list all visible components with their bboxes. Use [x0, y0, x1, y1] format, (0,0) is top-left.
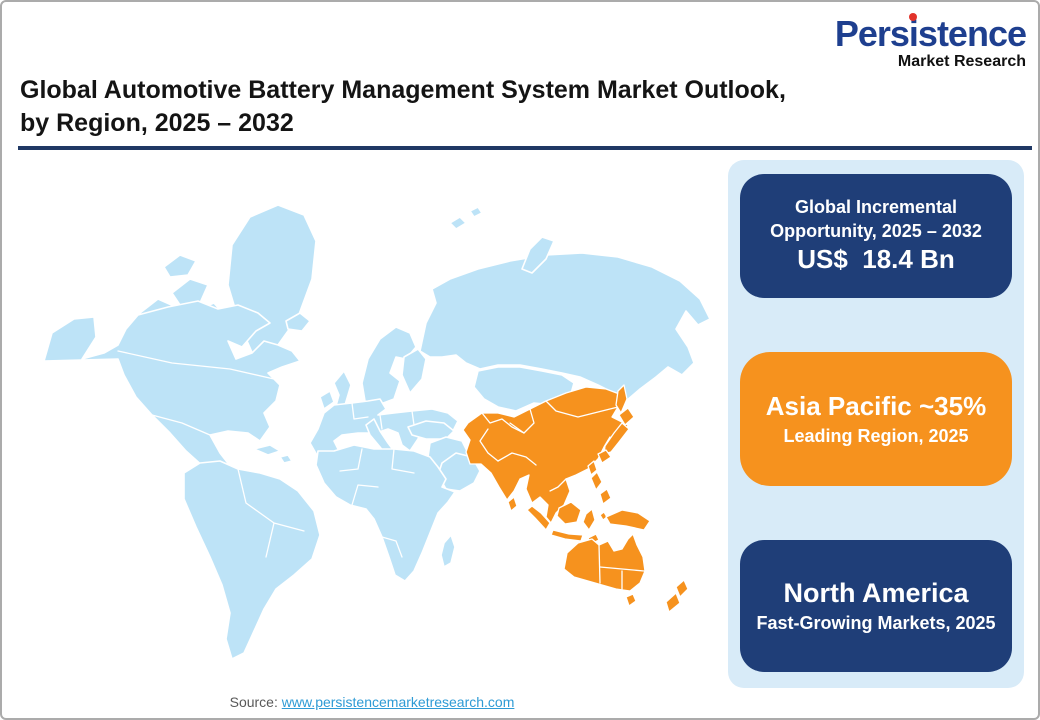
- border-indochina: [549, 478, 567, 492]
- title-line-1: Global Automotive Battery Management Sys…: [20, 76, 786, 104]
- border-africa-2: [391, 448, 415, 474]
- region-java: [550, 529, 584, 542]
- border-africa-1: [339, 448, 363, 472]
- border-us-canada: [117, 350, 275, 380]
- region-ireland: [319, 390, 335, 410]
- region-borneo: [556, 501, 582, 525]
- border-india-north: [497, 452, 537, 466]
- title-underline-rule: [18, 146, 1032, 150]
- card-fast-growing-region: North America Fast-Growing Markets, 2025: [740, 540, 1012, 672]
- border-africa-4: [381, 536, 403, 558]
- region-philippines: [590, 471, 603, 491]
- region-novaya-zemlya: [521, 236, 555, 274]
- border-australia-states-1: [598, 544, 601, 584]
- border-europe-3: [411, 410, 415, 426]
- logo-text-post: stence: [917, 13, 1027, 54]
- region-sulawesi: [582, 508, 596, 531]
- region-svalbard: [449, 216, 467, 230]
- region-japan-kyushu: [597, 449, 612, 464]
- region-australia: [563, 533, 646, 592]
- border-argentina: [265, 522, 275, 558]
- card-global-incremental-opportunity: Global Incremental Opportunity, 2025 – 2…: [740, 174, 1012, 298]
- pmr-logo: Persistence Market Research: [834, 13, 1027, 70]
- region-new-zealand-south: [665, 592, 681, 613]
- border-us-mexico: [151, 414, 211, 436]
- region-cuba: [253, 444, 281, 456]
- region-new-zealand-north: [675, 579, 689, 598]
- region-sakhalin: [615, 384, 628, 414]
- opportunity-value: US$ 18.4 Bn: [797, 244, 955, 275]
- border-china-west: [509, 408, 535, 434]
- region-philippines: [599, 488, 612, 505]
- logo-text-pre: Pers: [834, 13, 910, 54]
- region-finland: [401, 348, 427, 394]
- fast-growing-title: North America: [783, 578, 969, 609]
- leading-region-title: Asia Pacific ~35%: [765, 390, 987, 421]
- opportunity-label-line2: Opportunity, 2025 – 2032: [770, 221, 982, 242]
- border-africa-3: [351, 484, 379, 506]
- region-hispaniola: [279, 454, 293, 464]
- region-madagascar: [440, 534, 456, 568]
- fast-growing-subtitle: Fast-Growing Markets, 2025: [756, 613, 996, 634]
- source-line: Source: www.persistencemarketresearch.co…: [22, 694, 722, 710]
- title-line-2: by Region, 2025 – 2032: [20, 108, 294, 137]
- region-tasmania: [625, 593, 637, 607]
- region-new-guinea: [605, 509, 651, 531]
- source-label: Source:: [229, 694, 278, 710]
- pmr-logo-wordmark: Persistence: [834, 13, 1027, 54]
- region-canadian-arctic-islands: [163, 254, 197, 278]
- logo-red-dot-i: i: [908, 13, 919, 54]
- source-link[interactable]: www.persistencemarketresearch.com: [281, 694, 515, 710]
- region-sri-lanka: [507, 496, 518, 512]
- leading-region-subtitle: Leading Region, 2025: [783, 425, 969, 446]
- region-svalbard: [469, 206, 483, 218]
- region-iceland: [285, 312, 311, 332]
- border-europe-1: [351, 402, 369, 420]
- region-south-america: [183, 460, 321, 660]
- world-map: [43, 204, 711, 660]
- border-mongolia: [545, 400, 619, 418]
- border-central-asia: [481, 412, 525, 434]
- stats-panel: Global Incremental Opportunity, 2025 – 2…: [728, 160, 1024, 688]
- border-brazil: [237, 468, 305, 532]
- region-taiwan: [587, 460, 598, 476]
- border-afghanistan-pakistan: [479, 428, 499, 462]
- border-australia-states-2: [599, 566, 645, 572]
- border-europe-2: [379, 414, 383, 430]
- region-turkey: [407, 420, 455, 440]
- region-sumatra: [526, 505, 551, 531]
- region-moluccas: [599, 511, 608, 521]
- pmr-logo-tagline: Market Research: [897, 53, 1026, 70]
- region-canadian-arctic-islands: [171, 278, 209, 306]
- page-title: Global Automotive Battery Management Sys…: [20, 74, 930, 139]
- region-africa: [315, 444, 456, 582]
- region-russia: [419, 252, 711, 402]
- card-leading-region: Asia Pacific ~35% Leading Region, 2025: [740, 352, 1012, 486]
- region-japan-hokkaido: [618, 407, 635, 426]
- opportunity-label-line1: Global Incremental: [794, 196, 958, 217]
